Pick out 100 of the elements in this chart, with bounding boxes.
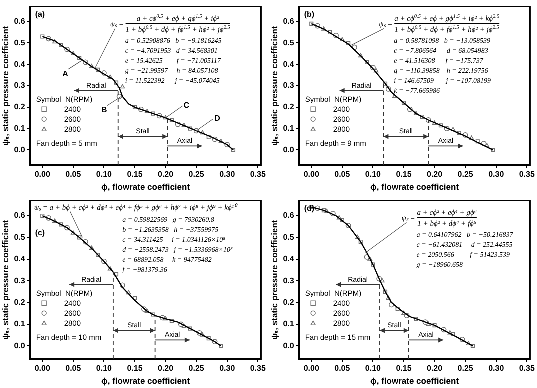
point bbox=[365, 60, 370, 64]
y-tick-label: 0.4 bbox=[283, 60, 295, 69]
annotation: A bbox=[62, 69, 69, 78]
point bbox=[151, 112, 156, 116]
point bbox=[52, 218, 58, 223]
point bbox=[380, 278, 385, 283]
point bbox=[334, 33, 339, 38]
x-tick-label: 0.00 bbox=[304, 170, 320, 180]
point bbox=[188, 126, 192, 131]
y-tick-label: 0.2 bbox=[14, 298, 26, 307]
point bbox=[330, 211, 336, 217]
point bbox=[441, 327, 447, 333]
point bbox=[368, 256, 373, 261]
point bbox=[346, 41, 351, 46]
point bbox=[432, 324, 437, 328]
point bbox=[116, 94, 122, 100]
y-tick-label: 0.3 bbox=[283, 81, 295, 90]
point bbox=[64, 46, 70, 52]
point bbox=[160, 315, 166, 321]
y-axis-title: ψₛ, static pressure coefficient bbox=[0, 26, 10, 146]
point bbox=[231, 148, 236, 152]
point bbox=[102, 70, 107, 76]
point bbox=[71, 230, 76, 235]
y-tick-label: 0.0 bbox=[283, 341, 295, 350]
y-tick-label: 0.3 bbox=[14, 81, 26, 90]
point bbox=[358, 240, 363, 244]
y-tick-label: 0.4 bbox=[14, 60, 26, 69]
point bbox=[219, 344, 224, 348]
x-tick-label: 0.25 bbox=[458, 170, 474, 180]
point bbox=[402, 310, 406, 316]
point bbox=[126, 290, 132, 295]
x-tick-label: 0.10 bbox=[365, 170, 382, 180]
point bbox=[200, 130, 206, 135]
y-tick-label: 0.1 bbox=[283, 320, 295, 329]
y-tick-label: 0.6 bbox=[283, 16, 295, 26]
point bbox=[340, 37, 345, 42]
point bbox=[451, 332, 456, 336]
point bbox=[151, 312, 156, 317]
point bbox=[426, 118, 432, 123]
x-tick-label: 0.10 bbox=[365, 364, 382, 374]
x-tick-label: 0.05 bbox=[66, 364, 82, 374]
x-tick-label: 0.00 bbox=[304, 364, 320, 374]
point bbox=[386, 296, 391, 300]
x-tick-label: 0.15 bbox=[127, 170, 144, 180]
point bbox=[194, 128, 200, 134]
point bbox=[96, 253, 100, 258]
point bbox=[414, 317, 418, 322]
point bbox=[108, 266, 113, 271]
point bbox=[120, 84, 126, 89]
point bbox=[346, 223, 352, 228]
x-axis-title: ϕ, flowrate coefficient bbox=[370, 182, 460, 192]
point bbox=[144, 108, 150, 114]
point bbox=[178, 322, 184, 328]
point bbox=[481, 141, 487, 146]
point bbox=[83, 239, 88, 245]
point bbox=[108, 74, 113, 79]
point bbox=[322, 208, 326, 213]
x-tick-label: 0.05 bbox=[334, 170, 351, 180]
annotation: (a) bbox=[35, 10, 46, 19]
y-tick-label: 0.3 bbox=[283, 276, 295, 286]
x-tick-label: 0.15 bbox=[396, 170, 412, 180]
point bbox=[491, 148, 496, 152]
point bbox=[469, 136, 474, 140]
point bbox=[144, 308, 150, 314]
point bbox=[388, 302, 394, 308]
point bbox=[40, 214, 45, 218]
point bbox=[432, 120, 438, 126]
x-tick-label: 0.20 bbox=[426, 170, 444, 180]
point bbox=[370, 65, 376, 71]
point bbox=[182, 324, 187, 328]
y-tick-label: 0.5 bbox=[283, 38, 295, 48]
point bbox=[404, 313, 410, 318]
x-tick-label: 0.30 bbox=[220, 364, 236, 374]
point bbox=[59, 43, 64, 48]
point bbox=[78, 236, 82, 240]
point bbox=[484, 143, 490, 148]
point bbox=[224, 142, 230, 148]
y-tick-label: 0.6 bbox=[14, 211, 26, 220]
x-axis-title: ϕ, flowrate coefficient bbox=[101, 376, 190, 386]
point bbox=[444, 126, 450, 132]
point bbox=[114, 80, 119, 85]
annotation: (b) bbox=[304, 10, 315, 19]
point bbox=[383, 82, 388, 86]
point bbox=[156, 113, 162, 119]
point bbox=[358, 53, 364, 58]
point bbox=[132, 105, 138, 110]
point bbox=[78, 56, 82, 60]
point bbox=[386, 86, 392, 92]
y-axis-title: ψₛ, static pressure coefficient bbox=[0, 220, 10, 340]
point bbox=[462, 132, 468, 138]
point bbox=[402, 101, 406, 106]
point bbox=[196, 330, 202, 336]
annotation: (c) bbox=[35, 228, 46, 238]
y-tick-label: 0.2 bbox=[283, 298, 295, 307]
x-tick-label: 0.20 bbox=[158, 364, 174, 374]
x-tick-label: 0.35 bbox=[519, 170, 536, 180]
point bbox=[328, 30, 332, 35]
point bbox=[175, 122, 181, 128]
point bbox=[102, 258, 107, 264]
point bbox=[200, 332, 206, 337]
